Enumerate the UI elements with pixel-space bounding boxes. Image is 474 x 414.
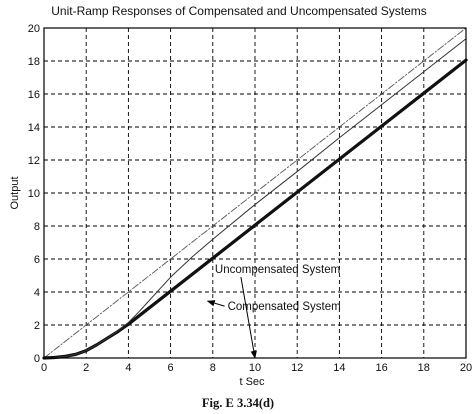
annotation-label: Uncompensated System: [215, 264, 340, 276]
series-line: [42, 58, 468, 360]
chart-title: Unit-Ramp Responses of Compensated and U…: [51, 4, 427, 18]
series-line: [43, 38, 467, 359]
y-tick-label: 16: [28, 89, 40, 101]
y-tick-label: 8: [34, 221, 40, 233]
x-tick-label: 12: [291, 362, 303, 374]
x-tick-label: 20: [460, 362, 472, 374]
y-tick-labels: 0 2 4 6 8 10 12 14 16 18 20: [28, 23, 40, 365]
x-tick-label: 0: [41, 362, 47, 374]
x-tick-label: 2: [83, 362, 89, 374]
x-tick-label: 4: [125, 362, 131, 374]
x-axis-label: t Sec: [239, 376, 265, 388]
y-axis-label: Output: [9, 176, 21, 209]
series-layer: [42, 27, 468, 360]
annotation-label: Compensated System: [228, 301, 341, 313]
series-line: [43, 27, 467, 359]
y-tick-label: 18: [28, 56, 40, 68]
x-tick-label: 16: [375, 362, 387, 374]
figure-caption: Fig. E 3.34(d): [202, 396, 274, 410]
x-tick-labels: 0 2 4 6 8 10 12 14 16 18 20: [41, 362, 472, 374]
y-tick-label: 0: [34, 353, 40, 365]
y-tick-label: 14: [28, 122, 40, 134]
annotation-arrow: [240, 276, 257, 359]
y-tick-label: 6: [34, 254, 40, 266]
y-tick-label: 2: [34, 320, 40, 332]
y-tick-label: 12: [28, 155, 40, 167]
y-tick-label: 4: [34, 287, 40, 299]
annotation-layer: Uncompensated System Compensated System: [206, 264, 341, 359]
x-tick-label: 6: [168, 362, 174, 374]
y-tick-label: 20: [28, 23, 40, 35]
y-tick-label: 10: [28, 188, 40, 200]
x-tick-label: 18: [418, 362, 430, 374]
x-tick-label: 8: [210, 362, 216, 374]
x-tick-label: 10: [249, 362, 261, 374]
annotation-arrow: [206, 300, 225, 307]
x-tick-label: 14: [333, 362, 345, 374]
